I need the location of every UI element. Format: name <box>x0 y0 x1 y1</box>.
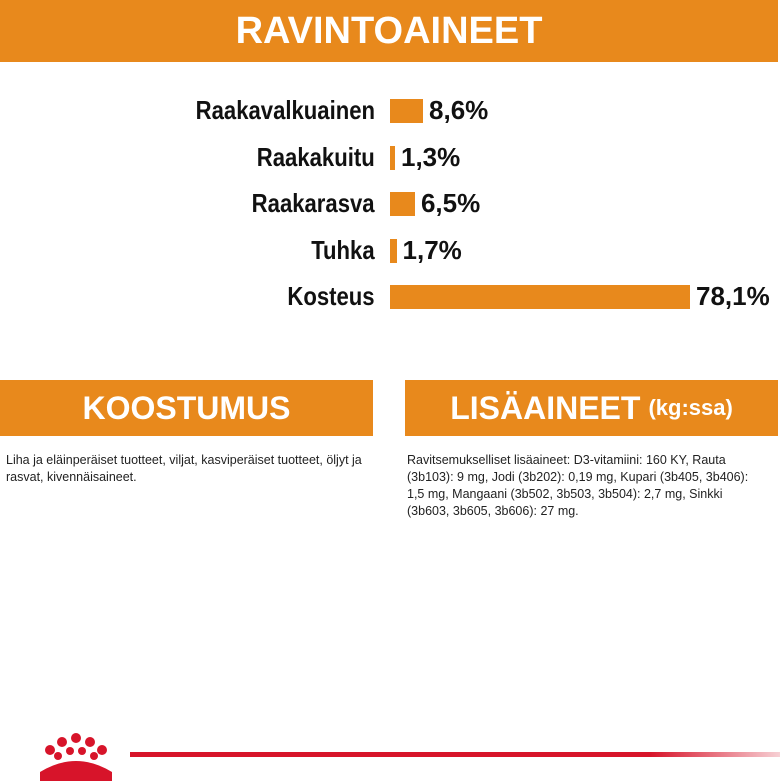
composition-band: KOOSTUMUS <box>0 380 373 436</box>
bar <box>390 238 397 263</box>
additives-unit: (kg:ssa) <box>648 395 733 420</box>
value-label: 6,5% <box>420 188 481 218</box>
bar <box>390 99 424 123</box>
value-label: 1,7% <box>402 234 462 265</box>
header-band: RAVINTOAINEET <box>0 0 778 62</box>
value-label: 1,3% <box>400 141 461 172</box>
red-line <box>130 752 780 757</box>
additives-title: LISÄAINEET <box>450 389 641 426</box>
category-label: Raakakuitu <box>257 141 375 172</box>
crown-logo <box>40 733 112 781</box>
value-label: 78,1% <box>696 281 770 311</box>
additives-text: Ravitsemukselliset lisäaineet: D3-vitami… <box>407 453 749 518</box>
header-title: RAVINTOAINEET <box>235 9 543 52</box>
bar <box>390 192 415 216</box>
category-label: Tuhka <box>311 234 375 265</box>
composition-text: Liha ja eläinperäiset tuotteet, viljat, … <box>6 453 362 484</box>
brand-footer <box>40 733 780 781</box>
value-label: 8,6% <box>429 95 489 125</box>
category-label: Raakavalkuainen <box>195 95 375 125</box>
composition-title: KOOSTUMUS <box>82 389 291 426</box>
category-label: Raakarasva <box>252 188 375 218</box>
category-label: Kosteus <box>287 281 375 311</box>
bar <box>390 285 690 309</box>
additives-band: LISÄAINEET (kg:ssa) <box>405 380 778 436</box>
bar <box>390 145 395 170</box>
